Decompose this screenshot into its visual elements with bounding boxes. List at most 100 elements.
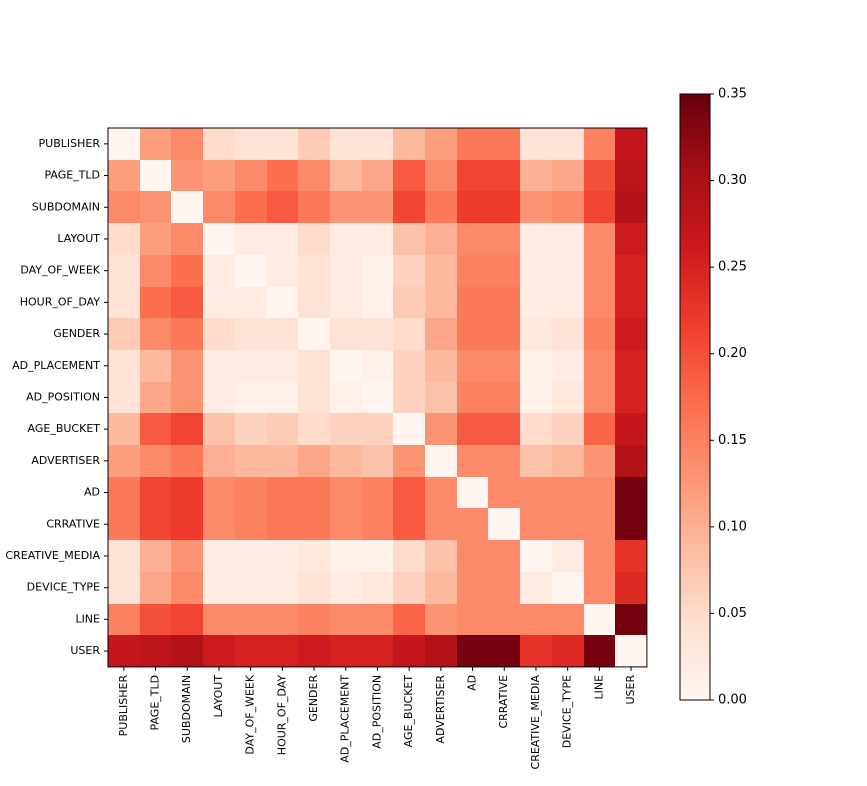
heatmap-cell-ad_position-layout	[203, 382, 235, 413]
colorbar-tick-label: 0.00	[718, 693, 747, 708]
heatmap-cell-ad-advertiser	[425, 477, 457, 508]
heatmap-cell-device_type-publisher	[108, 572, 140, 604]
colorbar-gradient	[680, 94, 710, 700]
heatmap-cell-ad_placement-ad	[457, 350, 488, 382]
y-tick-label: AD	[84, 486, 100, 499]
heatmap-cell-crrative-age_bucket	[393, 508, 425, 540]
heatmap-cell-ad-layout	[203, 477, 235, 508]
x-tick-label: USER	[624, 675, 637, 705]
heatmap-cell-day_of_week-line	[584, 255, 615, 287]
heatmap-cell-line-day_of_week	[235, 604, 267, 635]
heatmap-cell-age_bucket-ad_position	[362, 413, 393, 445]
heatmap-cell-device_type-advertiser	[425, 572, 457, 604]
heatmap-cell-gender-gender	[298, 318, 330, 350]
heatmap-cell-page_tld-subdomain	[171, 160, 203, 191]
x-tick-label: PAGE_TLD	[149, 675, 162, 731]
colorbar: 0.00 0.05 0.10 0.15 0.20 0.25 0.30 0.35	[679, 87, 747, 708]
heatmap-cell-user-creative_media	[520, 635, 552, 667]
heatmap-cell-subdomain-day_of_week	[235, 191, 267, 223]
y-tick-label: DEVICE_TYPE	[27, 581, 100, 594]
heatmap-cell-line-ad_placement	[330, 604, 362, 635]
heatmap-cell-age_bucket-crrative	[488, 413, 520, 445]
heatmap-cell-hour_of_day-crrative	[488, 287, 520, 318]
heatmap-cell-ad-gender	[298, 477, 330, 508]
heatmap-cell-advertiser-subdomain	[171, 445, 203, 477]
heatmap-cell-page_tld-crrative	[488, 160, 520, 191]
heatmap-cell-line-advertiser	[425, 604, 457, 635]
heatmap-cell-day_of_week-page_tld	[140, 255, 171, 287]
x-tick-label: PUBLISHER	[117, 675, 130, 737]
heatmap-cell-gender-publisher	[108, 318, 140, 350]
heatmap-cell-device_type-ad	[457, 572, 488, 604]
y-tick-label: AD_PLACEMENT	[12, 359, 100, 372]
heatmap-cell-crrative-layout	[203, 508, 235, 540]
heatmap-cell-ad_placement-ad_position	[362, 350, 393, 382]
heatmap-cell-age_bucket-gender	[298, 413, 330, 445]
heatmap-cell-page_tld-device_type	[552, 160, 584, 191]
heatmap-cell-publisher-hour_of_day	[267, 128, 298, 160]
heatmap-cell-layout-ad_position	[362, 223, 393, 255]
heatmap-cell-page_tld-ad_position	[362, 160, 393, 191]
heatmap-cell-ad_placement-subdomain	[171, 350, 203, 382]
heatmap-cell-publisher-age_bucket	[393, 128, 425, 160]
colorbar-tick-label: 0.10	[718, 519, 747, 534]
heatmap-cell-age_bucket-publisher	[108, 413, 140, 445]
heatmap-cell-hour_of_day-page_tld	[140, 287, 171, 318]
heatmap-cell-creative_media-crrative	[488, 540, 520, 572]
heatmap-cell-subdomain-device_type	[552, 191, 584, 223]
heatmap-cell-ad_placement-layout	[203, 350, 235, 382]
heatmap-cell-creative_media-creative_media	[520, 540, 552, 572]
heatmap-cell-subdomain-advertiser	[425, 191, 457, 223]
heatmap-cell-device_type-layout	[203, 572, 235, 604]
heatmap-cell-day_of_week-user	[615, 255, 647, 287]
heatmap-cell-gender-ad_position	[362, 318, 393, 350]
heatmap-cell-hour_of_day-layout	[203, 287, 235, 318]
heatmap-cell-line-crrative	[488, 604, 520, 635]
heatmap-cell-line-subdomain	[171, 604, 203, 635]
heatmap-cell-ad_position-ad_position	[362, 382, 393, 413]
colorbar-ticks: 0.00 0.05 0.10 0.15 0.20 0.25 0.30 0.35	[710, 87, 747, 708]
heatmap-cell-creative_media-day_of_week	[235, 540, 267, 572]
heatmap-cell-gender-hour_of_day	[267, 318, 298, 350]
heatmap-cell-user-gender	[298, 635, 330, 667]
heatmap-cell-ad-subdomain	[171, 477, 203, 508]
heatmap-cell-gender-layout	[203, 318, 235, 350]
heatmap-cell-day_of_week-publisher	[108, 255, 140, 287]
heatmap-cell-day_of_week-ad_placement	[330, 255, 362, 287]
heatmap-cell-layout-crrative	[488, 223, 520, 255]
heatmap-cell-creative_media-ad	[457, 540, 488, 572]
colorbar-frame	[679, 93, 711, 701]
heatmap-cell-user-publisher	[108, 635, 140, 667]
heatmap-cell-age_bucket-subdomain	[171, 413, 203, 445]
heatmap-cell-hour_of_day-device_type	[552, 287, 584, 318]
heatmap-cell-page_tld-user	[615, 160, 647, 191]
heatmap-cell-ad-line	[584, 477, 615, 508]
heatmap-cell-subdomain-crrative	[488, 191, 520, 223]
heatmap-cell-device_type-line	[584, 572, 615, 604]
heatmap-cell-device_type-ad_position	[362, 572, 393, 604]
heatmap-cell-subdomain-hour_of_day	[267, 191, 298, 223]
heatmap-cell-advertiser-crrative	[488, 445, 520, 477]
heatmap-cell-line-hour_of_day	[267, 604, 298, 635]
heatmap-cell-gender-age_bucket	[393, 318, 425, 350]
heatmap-cell-creative_media-age_bucket	[393, 540, 425, 572]
heatmap-cell-device_type-user	[615, 572, 647, 604]
heatmap-cell-crrative-ad_placement	[330, 508, 362, 540]
heatmap-cell-ad_placement-age_bucket	[393, 350, 425, 382]
heatmap-cell-creative_media-publisher	[108, 540, 140, 572]
heatmap-cell-age_bucket-day_of_week	[235, 413, 267, 445]
heatmap-cell-ad-hour_of_day	[267, 477, 298, 508]
heatmap-cell-advertiser-ad	[457, 445, 488, 477]
heatmap-cell-subdomain-age_bucket	[393, 191, 425, 223]
heatmap-cell-ad_placement-hour_of_day	[267, 350, 298, 382]
heatmap-cell-day_of_week-layout	[203, 255, 235, 287]
heatmap-cell-page_tld-hour_of_day	[267, 160, 298, 191]
heatmap-cell-user-device_type	[552, 635, 584, 667]
x-tick-label: AD_POSITION	[370, 675, 383, 749]
heatmap-cell-hour_of_day-ad_placement	[330, 287, 362, 318]
heatmap-cell-ad_placement-ad_placement	[330, 350, 362, 382]
heatmap-cell-age_bucket-ad	[457, 413, 488, 445]
heatmap-cell-publisher-ad_placement	[330, 128, 362, 160]
x-tick-label: CREATIVE_MEDIA	[529, 674, 542, 769]
